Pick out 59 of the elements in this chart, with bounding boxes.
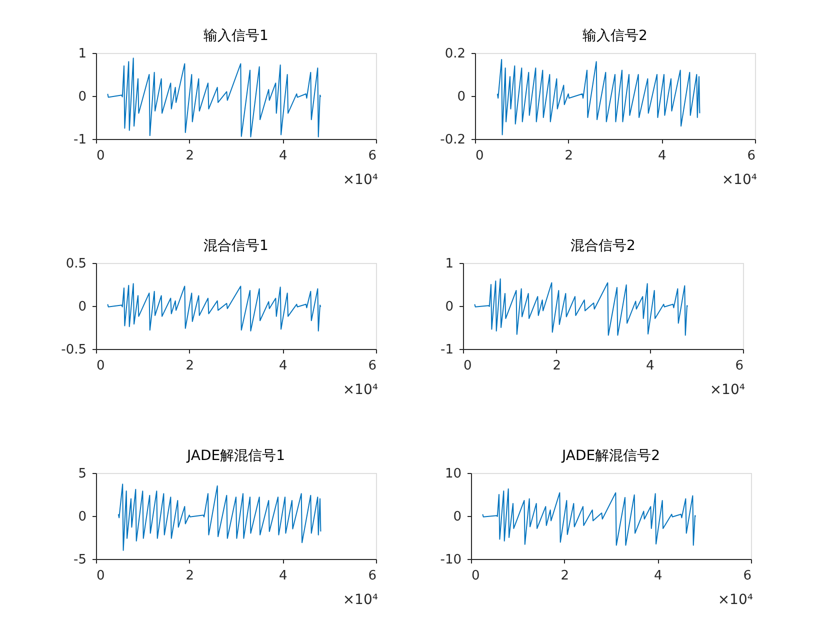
y-tick-label: -0.5 xyxy=(61,342,86,358)
y-tick-label: 0 xyxy=(78,300,86,314)
x-tick-label: 4 xyxy=(279,358,288,374)
x-tick-label: 0 xyxy=(476,148,484,164)
chart-title: JADE解混信号1 xyxy=(186,448,285,464)
x-tick-label: 6 xyxy=(368,568,376,584)
text: ×10⁴ xyxy=(718,592,754,608)
x-tick-label: 2 xyxy=(552,358,561,374)
line-series xyxy=(482,488,696,546)
x-tick-label: 0 xyxy=(472,568,480,584)
y-tick-label: 0 xyxy=(445,300,454,314)
x-tick-label: 6 xyxy=(368,148,376,164)
x-tick-label: 2 xyxy=(186,358,194,374)
y-tick-label: 0.2 xyxy=(444,46,466,62)
x-tick-label: 2 xyxy=(186,568,194,584)
x-tick-label: 2 xyxy=(186,148,194,164)
line-series xyxy=(107,283,322,332)
y-tick-label: 10 xyxy=(444,466,462,482)
x-tick-label: 6 xyxy=(735,358,744,374)
x-tick-label: 4 xyxy=(646,358,654,374)
y-tick-label: -10 xyxy=(440,552,462,568)
chart-title: JADE解混信号2 xyxy=(561,448,660,464)
line-series xyxy=(496,58,700,136)
chart-title: 混合信号1 xyxy=(204,238,268,254)
y-tick-label: 0.5 xyxy=(66,256,86,272)
y-tick-label: 0 xyxy=(457,90,466,104)
y-tick-label: -1 xyxy=(440,342,454,358)
y-tick-label: 5 xyxy=(78,466,86,482)
x-tick-label: 2 xyxy=(564,148,573,164)
line-series xyxy=(474,278,688,336)
text: ×10⁴ xyxy=(342,382,378,398)
chart-title: 混合信号2 xyxy=(570,238,636,254)
y-tick-label: 1 xyxy=(78,46,86,62)
line-series xyxy=(107,58,322,138)
x-tick-label: 0 xyxy=(96,358,105,374)
x-tick-label: 4 xyxy=(279,568,288,584)
y-tick-label: 0 xyxy=(78,510,86,524)
x-tick-label: 6 xyxy=(368,358,376,374)
chart-title: 输入信号2 xyxy=(582,28,648,44)
x-tick-label: 0 xyxy=(96,148,105,164)
y-tick-label: 1 xyxy=(445,256,454,272)
x-tick-label: 4 xyxy=(658,148,666,164)
text: ×10⁴ xyxy=(710,382,746,398)
x-tick-label: 6 xyxy=(743,568,752,584)
chart-title: 输入信号1 xyxy=(204,28,268,44)
x-tick-label: 2 xyxy=(560,568,569,584)
x-tick-label: 4 xyxy=(654,568,662,584)
x-tick-label: 4 xyxy=(279,148,288,164)
y-tick-label: -0.2 xyxy=(440,132,466,148)
line-series xyxy=(118,484,322,551)
text: ×10⁴ xyxy=(722,172,758,188)
y-tick-label: 0 xyxy=(78,90,86,104)
x-tick-label: 0 xyxy=(96,568,105,584)
y-tick-label: -1 xyxy=(74,132,86,148)
text: ×10⁴ xyxy=(342,172,378,188)
y-tick-label: -5 xyxy=(74,552,86,568)
text: ×10⁴ xyxy=(342,592,378,608)
y-tick-label: 0 xyxy=(453,510,462,524)
x-tick-label: 6 xyxy=(747,148,756,164)
